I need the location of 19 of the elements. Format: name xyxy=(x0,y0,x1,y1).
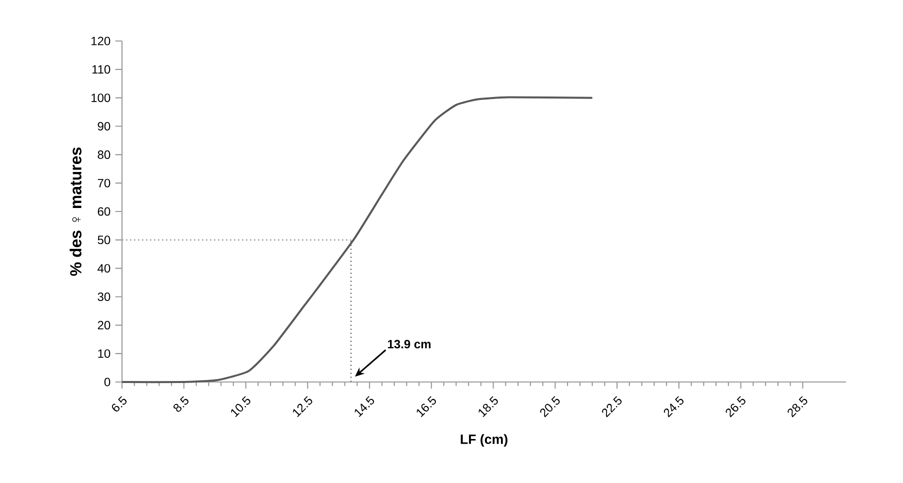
y-tick-label: 30 xyxy=(98,292,110,302)
y-tick-label: 0 xyxy=(104,378,110,386)
x-tick-label: 6.5 xyxy=(112,396,127,412)
y-tick-label: 80 xyxy=(98,150,110,159)
y-tick-label: 20 xyxy=(98,320,110,330)
y-tick-label: 110 xyxy=(92,65,110,74)
y-tick-label: 120 xyxy=(92,36,110,46)
annotation: 13.9 cm xyxy=(388,340,431,348)
y-tick-label: 40 xyxy=(98,264,110,273)
y-tick-label: 70 xyxy=(98,178,110,188)
x-tick-label: 8.5 xyxy=(173,396,188,412)
line-series xyxy=(121,96,594,384)
y-tick-label: 60 xyxy=(98,207,110,216)
y-tick-label: 10 xyxy=(98,349,110,358)
x-axis-title: LF (cm) xyxy=(460,434,508,447)
y-tick-label: 50 xyxy=(98,236,110,244)
y-tick-label: 90 xyxy=(98,122,110,131)
y-axis-title: % des ♀ matures xyxy=(70,147,82,276)
y-tick-label: 100 xyxy=(92,94,110,102)
